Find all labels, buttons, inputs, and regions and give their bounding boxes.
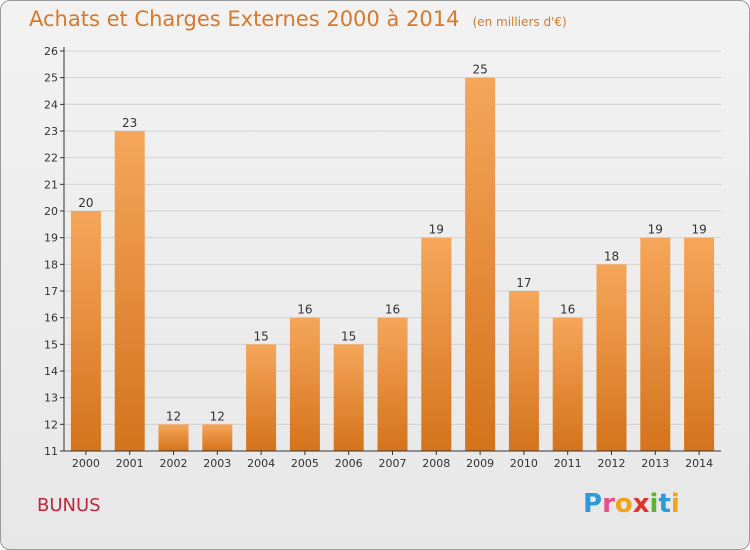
chart-unit: (en milliers d'€) [472,15,567,29]
bar [333,344,364,451]
bar [421,237,452,451]
y-tick-label: 19 [44,232,58,245]
data-label: 17 [516,276,531,290]
data-label: 12 [166,409,181,423]
x-tick-label: 2006 [335,457,363,470]
y-tick-label: 25 [44,72,58,85]
bar [246,344,277,451]
data-label: 16 [560,303,575,317]
y-tick-label: 17 [44,285,58,298]
y-tick-label: 22 [44,152,58,165]
data-label: 19 [429,223,444,237]
bars [70,77,715,452]
data-label: 18 [604,249,619,263]
x-tick-label: 2010 [510,457,538,470]
logo-letter-0: P [583,489,603,519]
data-label: 16 [385,303,400,317]
data-label: 16 [297,303,312,317]
bar [202,424,233,451]
x-tick-label: 2000 [72,457,100,470]
bar [552,317,583,451]
x-tick-label: 2004 [247,457,275,470]
logo-letter-1: r [602,489,615,519]
data-label: 23 [122,116,137,130]
bar [640,237,671,451]
y-tick-label: 21 [44,178,58,191]
x-tick-label: 2003 [203,457,231,470]
logo-letter-2: o [614,489,633,519]
x-tick-label: 2013 [641,457,669,470]
bar [158,424,189,451]
x-tick-label: 2011 [554,457,582,470]
data-label: 15 [253,329,268,343]
logo-letter-4: i [649,489,659,519]
bar [289,317,320,451]
bar [684,237,715,451]
y-tick-label: 23 [44,125,58,138]
bar [114,131,145,451]
y-tick-label: 14 [44,365,58,378]
x-tick-label: 2014 [685,457,713,470]
logo-letter-6: i [670,489,680,519]
x-tick-label: 2007 [379,457,407,470]
y-tick-label: 12 [44,418,58,431]
x-tick-label: 2002 [160,457,188,470]
x-tick-label: 2009 [466,457,494,470]
y-tick-label: 15 [44,338,58,351]
data-labels: 20 23 12 12 15 16 15 16 19 25 17 16 18 19 19 [78,63,706,424]
data-label: 15 [341,329,356,343]
bar [465,77,496,452]
bar [508,291,539,451]
data-label: 19 [691,223,706,237]
axes: 11 12 13 14 15 16 17 18 19 20 21 22 23 24 25 26 2000 2001… [44,45,721,470]
commune-name: BUNUS [37,495,101,516]
data-label: 20 [78,196,93,210]
y-tick-label: 13 [44,392,58,405]
x-tick-label: 2008 [422,457,450,470]
y-tick-label: 20 [44,205,58,218]
bar [377,317,408,451]
y-tick-label: 18 [44,258,58,271]
x-tick-label: 2005 [291,457,319,470]
y-tick-label: 24 [44,98,58,111]
data-label: 12 [210,409,225,423]
y-tick-label: 26 [44,45,58,58]
data-label: 19 [648,223,663,237]
bar [596,264,627,451]
bar [70,211,101,451]
y-tick-label: 16 [44,312,58,325]
y-tick-label: 11 [44,445,58,458]
x-tick-label: 2012 [598,457,626,470]
chart-title: Achats et Charges Externes 2000 à 2014 (… [29,7,567,31]
proxiti-logo[interactable]: Proxiti [583,489,680,519]
logo-letter-5: t [658,489,671,519]
logo-letter-3: x [632,489,650,519]
x-tick-label: 2001 [116,457,144,470]
data-label: 25 [472,63,487,77]
chart-title-text: Achats et Charges Externes 2000 à 2014 [29,7,460,31]
